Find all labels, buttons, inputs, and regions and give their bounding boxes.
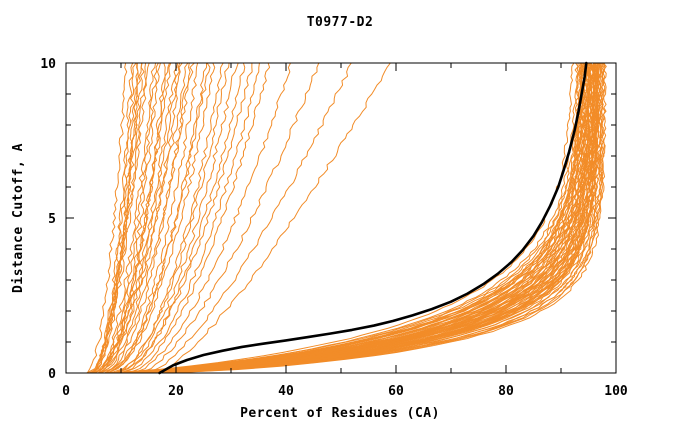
model-curve-low	[92, 62, 161, 374]
reference-curve-group	[158, 61, 588, 375]
model-curve	[168, 62, 607, 374]
model-curve	[140, 62, 594, 374]
model-curve	[149, 62, 598, 374]
model-curve	[125, 62, 588, 374]
x-tick-label-5: 100	[604, 384, 628, 399]
model-curve	[115, 62, 586, 374]
model-curve	[130, 62, 593, 374]
model-curve-low	[94, 62, 170, 374]
model-curve	[115, 62, 583, 374]
model-curve	[127, 62, 588, 374]
x-tick-label-1: 20	[168, 384, 184, 399]
model-curve-low	[137, 62, 320, 374]
y-tick-label-0: 0	[48, 367, 56, 382]
model-curve	[144, 62, 597, 374]
model-curve-low	[103, 62, 199, 374]
model-curve-low	[106, 62, 208, 374]
model-curve-low	[99, 62, 191, 374]
model-curve-low	[105, 62, 195, 374]
model-curve	[167, 62, 605, 374]
model-curve	[152, 62, 599, 374]
tick-labels-group: 0 20 40 60 80 100 0 5 10	[40, 57, 628, 399]
model-curve-low	[113, 62, 230, 374]
model-curve-low	[115, 62, 246, 374]
model-curve-low	[86, 62, 128, 374]
model-curve	[154, 62, 599, 374]
model-curve-low	[100, 62, 166, 374]
model-curve	[159, 62, 602, 374]
labels-group: T0977-D2 Percent of Residues (CA) Distan…	[11, 15, 440, 421]
model-curve	[140, 62, 595, 374]
model-curve	[122, 62, 585, 374]
model-curve-low	[90, 62, 139, 374]
model-curve-low	[92, 62, 137, 374]
y-tick-label-2: 10	[40, 57, 56, 72]
model-curve	[139, 62, 596, 374]
model-curve	[160, 62, 604, 374]
y-tick-label-1: 5	[48, 212, 56, 227]
model-curve	[148, 62, 600, 374]
model-curve	[131, 62, 591, 374]
model-curve-low	[92, 62, 159, 374]
model-curve	[111, 62, 579, 374]
model-curve-low	[98, 62, 189, 374]
model-curve	[113, 62, 582, 374]
model-curve	[119, 62, 584, 374]
model-curve-low	[106, 62, 216, 374]
model-curve-low	[99, 62, 183, 374]
model-curve	[119, 62, 584, 374]
model-curve	[165, 62, 605, 374]
model-curve-low	[132, 62, 292, 374]
model-curves-group	[86, 62, 607, 374]
model-curve	[129, 62, 589, 374]
model-curve-low	[146, 62, 352, 374]
axes-group	[65, 62, 617, 374]
model-curve	[122, 62, 586, 374]
model-curve-low	[127, 62, 271, 374]
chart-title: T0977-D2	[307, 15, 374, 30]
model-curve-low	[100, 62, 181, 374]
model-curve	[122, 62, 587, 374]
model-curve-low	[94, 62, 179, 374]
x-tick-label-0: 0	[62, 384, 70, 399]
model-curve	[160, 62, 606, 374]
model-curve-low	[119, 62, 253, 374]
reference-curve	[158, 61, 588, 375]
x-axis-label: Percent of Residues (CA)	[240, 406, 440, 421]
model-curve	[115, 62, 583, 374]
model-curve	[125, 62, 590, 374]
model-curve	[122, 62, 586, 374]
y-axis-label: Distance Cutoff, A	[11, 143, 26, 293]
model-curve-low	[121, 62, 260, 374]
model-curve-low	[108, 62, 211, 374]
model-curve-low	[158, 62, 391, 374]
x-tick-label-4: 80	[498, 384, 514, 399]
model-curve-low	[115, 62, 239, 374]
model-curve-low	[86, 62, 134, 374]
model-curve	[133, 62, 591, 374]
model-curve-low	[95, 62, 157, 374]
model-curve	[132, 62, 591, 374]
model-curve-low	[90, 62, 147, 374]
x-tick-label-2: 40	[278, 384, 294, 399]
x-tick-label-3: 60	[388, 384, 404, 399]
model-curve	[126, 62, 589, 374]
